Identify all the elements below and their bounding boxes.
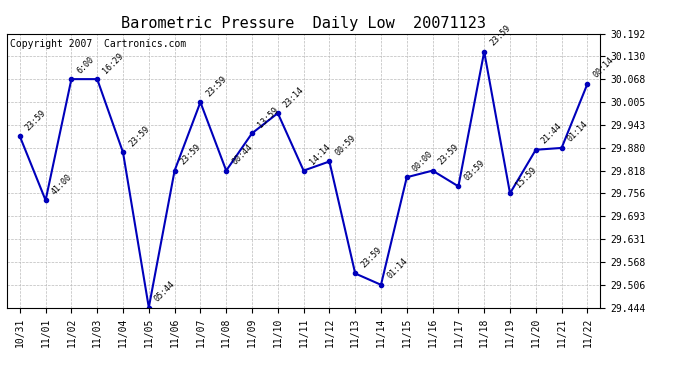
Text: 23:14: 23:14 [282,85,306,109]
Text: 23:59: 23:59 [179,142,203,166]
Text: 23:59: 23:59 [437,142,461,166]
Text: 01:14: 01:14 [566,120,590,144]
Text: 23:59: 23:59 [127,124,151,148]
Text: 23:59: 23:59 [359,245,384,269]
Text: 13:59: 13:59 [256,105,280,129]
Text: 03:59: 03:59 [462,158,486,182]
Title: Barometric Pressure  Daily Low  20071123: Barometric Pressure Daily Low 20071123 [121,16,486,31]
Text: 15:59: 15:59 [514,165,538,189]
Text: 21:44: 21:44 [540,122,564,146]
Text: 00:59: 00:59 [333,133,357,157]
Text: 01:14: 01:14 [385,256,409,280]
Text: 23:59: 23:59 [204,74,228,98]
Text: Copyright 2007  Cartronics.com: Copyright 2007 Cartronics.com [10,39,186,49]
Text: 6:00: 6:00 [76,54,96,75]
Text: 14:14: 14:14 [308,142,332,166]
Text: 05:44: 05:44 [153,279,177,303]
Text: 23:59: 23:59 [489,24,513,48]
Text: 00:14: 00:14 [591,56,615,80]
Text: 00:00: 00:00 [411,149,435,173]
Text: 16:29: 16:29 [101,51,126,75]
Text: 23:59: 23:59 [24,108,48,132]
Text: 41:00: 41:00 [50,172,74,196]
Text: 00:44: 00:44 [230,142,255,166]
